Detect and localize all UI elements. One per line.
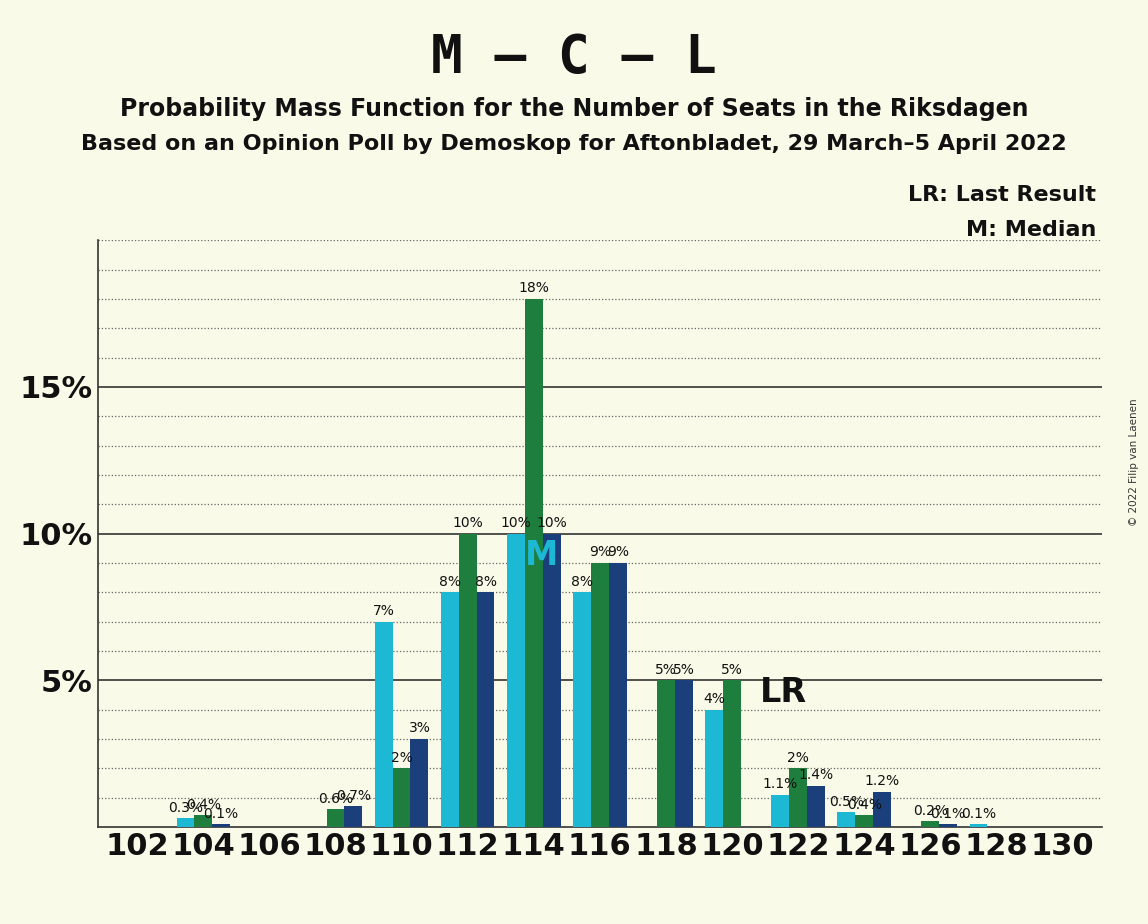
Bar <box>675 680 692 827</box>
Bar <box>177 818 194 827</box>
Text: 0.6%: 0.6% <box>318 792 354 806</box>
Text: 5%: 5% <box>656 663 677 676</box>
Bar <box>591 563 608 827</box>
Bar <box>507 534 525 827</box>
Text: M: M <box>525 540 558 573</box>
Bar <box>807 786 825 827</box>
Bar <box>459 534 476 827</box>
Text: 10%: 10% <box>536 517 567 530</box>
Text: © 2022 Filip van Laenen: © 2022 Filip van Laenen <box>1130 398 1139 526</box>
Text: Based on an Opinion Poll by Demoskop for Aftonbladet, 29 March–5 April 2022: Based on an Opinion Poll by Demoskop for… <box>82 134 1066 154</box>
Text: Probability Mass Function for the Number of Seats in the Riksdagen: Probability Mass Function for the Number… <box>119 97 1029 121</box>
Text: 9%: 9% <box>606 545 629 559</box>
Bar <box>543 534 560 827</box>
Text: M: Median: M: Median <box>965 220 1096 240</box>
Bar <box>657 680 675 827</box>
Bar <box>326 809 344 827</box>
Text: 2%: 2% <box>788 751 809 765</box>
Text: LR: LR <box>760 675 807 709</box>
Text: 0.3%: 0.3% <box>168 801 203 815</box>
Text: 0.4%: 0.4% <box>186 797 220 811</box>
Text: LR: Last Result: LR: Last Result <box>908 185 1096 205</box>
Text: 4%: 4% <box>704 692 726 706</box>
Bar <box>476 592 495 827</box>
Text: 0.1%: 0.1% <box>203 807 239 821</box>
Text: 18%: 18% <box>518 282 549 296</box>
Text: 8%: 8% <box>571 575 594 589</box>
Bar <box>608 563 627 827</box>
Bar <box>411 739 428 827</box>
Bar <box>344 807 363 827</box>
Text: 1.4%: 1.4% <box>798 769 833 783</box>
Bar <box>194 815 212 827</box>
Text: 3%: 3% <box>409 722 430 736</box>
Text: 0.1%: 0.1% <box>961 807 996 821</box>
Bar <box>393 769 411 827</box>
Bar <box>705 710 723 827</box>
Bar <box>970 824 987 827</box>
Bar <box>855 815 874 827</box>
Bar <box>874 792 891 827</box>
Bar <box>723 680 740 827</box>
Text: 0.7%: 0.7% <box>336 789 371 803</box>
Text: 0.2%: 0.2% <box>913 804 948 818</box>
Text: 0.5%: 0.5% <box>829 795 863 808</box>
Bar <box>374 622 393 827</box>
Text: 1.1%: 1.1% <box>762 777 798 791</box>
Text: 0.1%: 0.1% <box>931 807 965 821</box>
Text: 9%: 9% <box>589 545 611 559</box>
Text: 5%: 5% <box>721 663 743 676</box>
Text: 7%: 7% <box>373 604 395 618</box>
Text: 0.4%: 0.4% <box>847 797 882 811</box>
Bar <box>939 824 957 827</box>
Text: 10%: 10% <box>501 517 532 530</box>
Bar <box>573 592 591 827</box>
Bar <box>525 299 543 827</box>
Text: M – C – L: M – C – L <box>432 32 716 84</box>
Bar <box>212 824 230 827</box>
Text: 5%: 5% <box>673 663 695 676</box>
Bar <box>789 769 807 827</box>
Bar <box>837 812 855 827</box>
Text: 8%: 8% <box>439 575 460 589</box>
Bar <box>771 795 789 827</box>
Text: 8%: 8% <box>474 575 496 589</box>
Bar <box>441 592 459 827</box>
Text: 1.2%: 1.2% <box>864 774 900 788</box>
Bar <box>922 821 939 827</box>
Text: 2%: 2% <box>390 751 412 765</box>
Text: 10%: 10% <box>452 517 483 530</box>
